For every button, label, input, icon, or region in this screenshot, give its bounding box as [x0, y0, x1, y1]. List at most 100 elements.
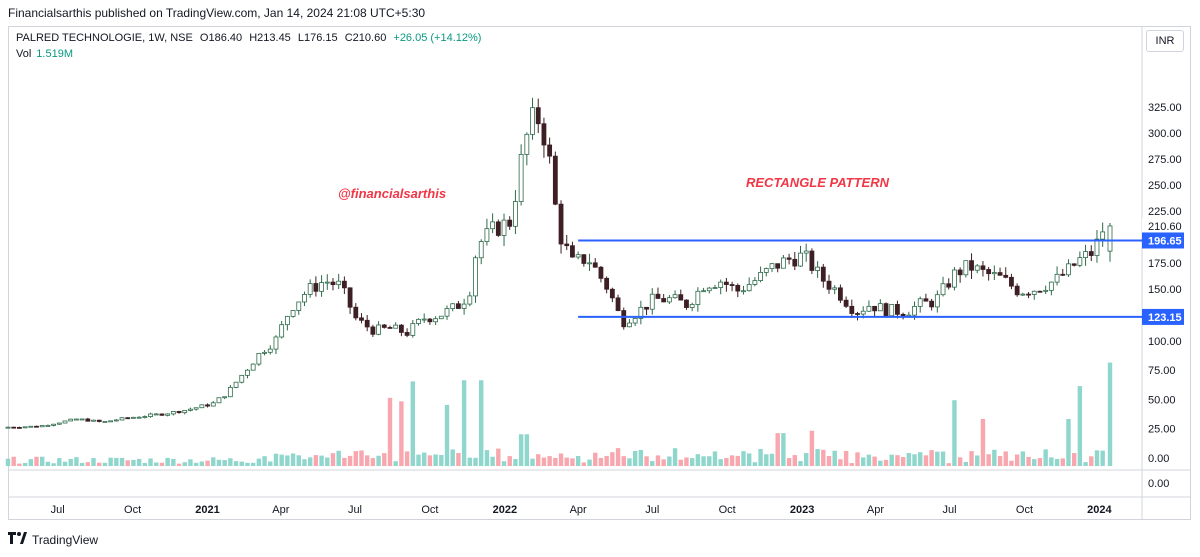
- volume-bar: [838, 459, 843, 466]
- volume-bar: [136, 458, 142, 466]
- volume-bar: [1094, 450, 1100, 466]
- candle-down: [1071, 263, 1077, 266]
- candle-up: [450, 303, 456, 309]
- volume-bar: [969, 451, 974, 466]
- volume-bar: [803, 453, 809, 466]
- volume-bar: [1009, 460, 1014, 466]
- candle-up: [490, 221, 496, 230]
- candle-down: [370, 326, 376, 335]
- candle-down: [957, 269, 963, 276]
- volume-bar: [313, 455, 319, 466]
- volume-bar: [872, 456, 877, 466]
- candle-down: [786, 257, 792, 260]
- candle-up: [324, 281, 330, 284]
- volume-bar: [610, 452, 615, 466]
- volume-bar: [621, 456, 626, 466]
- candle-up: [233, 381, 239, 388]
- time-tick-label: Oct: [1016, 504, 1033, 516]
- volume-bar: [655, 455, 661, 466]
- candle-up: [188, 408, 193, 411]
- volume-tick-label: 50.00: [1148, 394, 1176, 406]
- watermark-annotation[interactable]: @financialsarthis: [338, 186, 447, 201]
- volume-bar: [815, 449, 820, 466]
- candle-up: [866, 305, 872, 312]
- candle-up: [113, 419, 119, 422]
- volume-bar: [325, 457, 330, 466]
- candle-down: [621, 310, 627, 328]
- candle-up: [632, 317, 638, 324]
- volume-bar: [148, 458, 153, 466]
- candle-up: [1094, 238, 1100, 256]
- candle-up: [376, 324, 381, 335]
- candle-down: [883, 303, 889, 317]
- volume-bar: [490, 456, 495, 466]
- volume-bar: [467, 457, 473, 466]
- volume-bar: [456, 453, 461, 466]
- candle-down: [826, 280, 832, 290]
- volume-bar: [171, 458, 176, 466]
- volume-bar: [370, 458, 376, 466]
- candle-up: [119, 417, 125, 421]
- footer: TradingView: [8, 532, 98, 547]
- candle-up: [712, 287, 718, 289]
- volume-bar: [638, 449, 644, 466]
- volume-bar: [980, 419, 986, 466]
- price-label-box: [1142, 308, 1184, 325]
- tradingview-brand[interactable]: TradingView: [32, 532, 99, 547]
- candle-up: [940, 283, 946, 296]
- candle-down: [341, 280, 347, 289]
- volume-label[interactable]: Vol: [16, 48, 32, 60]
- candle-up: [131, 416, 136, 419]
- candle-up: [302, 293, 307, 303]
- volume-bar: [518, 434, 524, 466]
- volume-bar: [1032, 459, 1037, 466]
- volume-bar: [22, 462, 28, 466]
- volume-bar: [667, 456, 672, 466]
- volume-bar: [34, 456, 39, 466]
- volume-bar: [923, 455, 929, 466]
- candle-up: [741, 290, 746, 293]
- volume-bar: [228, 458, 233, 466]
- candle-down: [159, 413, 165, 416]
- volume-bar: [786, 458, 792, 466]
- volume-bar: [507, 456, 512, 466]
- volume-bar: [1066, 419, 1071, 466]
- volume-bar: [975, 455, 980, 466]
- volume-bar: [290, 453, 296, 466]
- price-tick-label: 175.00: [1148, 258, 1182, 270]
- time-tick-label: Oct: [421, 504, 438, 516]
- candle-up: [193, 407, 199, 410]
- volume-bar: [302, 459, 307, 466]
- volume-bar: [427, 455, 433, 466]
- volume-bar: [393, 461, 398, 466]
- currency-selector[interactable]: INR: [1146, 30, 1184, 52]
- candle-up: [22, 426, 28, 429]
- volume-bar: [769, 453, 775, 466]
- candle-down: [644, 306, 649, 310]
- current-price-text: 210.60: [1148, 221, 1182, 233]
- volume-bar: [598, 457, 604, 466]
- candle-down: [604, 277, 610, 290]
- candle-down: [923, 298, 929, 302]
- volume-bar: [165, 457, 170, 466]
- volume-bar: [581, 462, 587, 466]
- volume-bar: [40, 456, 45, 466]
- candle-up: [587, 262, 592, 265]
- candle-down: [986, 269, 992, 275]
- volume-bar: [57, 458, 62, 466]
- symbol-label[interactable]: PALRED TECHNOLOGIE, 1W, NSE: [16, 32, 193, 44]
- chart-frame[interactable]: [8, 26, 1191, 520]
- volume-bar: [946, 463, 951, 466]
- candle-down: [1037, 290, 1043, 293]
- volume-bar: [553, 457, 558, 466]
- candle-up: [273, 336, 279, 350]
- pattern-annotation[interactable]: RECTANGLE PATTERN: [746, 175, 889, 190]
- volume-bar: [883, 459, 889, 466]
- candle-down: [364, 319, 370, 328]
- candle-up: [860, 310, 866, 315]
- volume-bar: [564, 457, 569, 466]
- candle-down: [96, 419, 102, 422]
- price-tick-label: 275.00: [1148, 154, 1182, 166]
- candle-down: [456, 303, 461, 309]
